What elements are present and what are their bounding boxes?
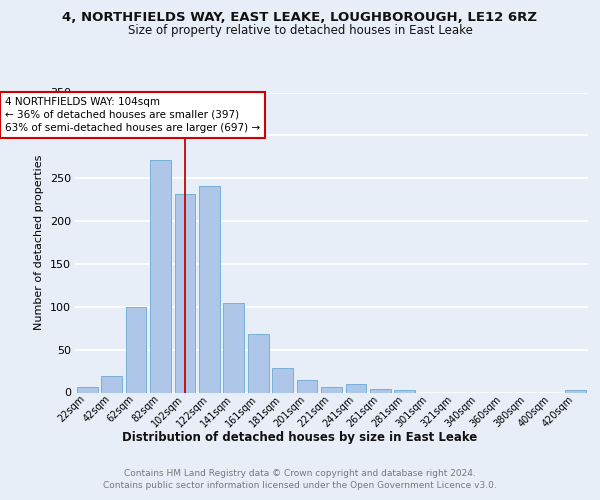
- Bar: [272, 368, 293, 392]
- Text: Distribution of detached houses by size in East Leake: Distribution of detached houses by size …: [122, 431, 478, 444]
- Text: Contains HM Land Registry data © Crown copyright and database right 2024.: Contains HM Land Registry data © Crown c…: [124, 470, 476, 478]
- Bar: [199, 186, 220, 392]
- Bar: [321, 386, 342, 392]
- Bar: [175, 194, 196, 392]
- Text: 4 NORTHFIELDS WAY: 104sqm
← 36% of detached houses are smaller (397)
63% of semi: 4 NORTHFIELDS WAY: 104sqm ← 36% of detac…: [5, 97, 260, 133]
- Text: Contains public sector information licensed under the Open Government Licence v3: Contains public sector information licen…: [103, 482, 497, 490]
- Bar: [346, 384, 367, 392]
- Bar: [296, 380, 317, 392]
- Bar: [223, 302, 244, 392]
- Text: Size of property relative to detached houses in East Leake: Size of property relative to detached ho…: [128, 24, 472, 37]
- Bar: [565, 390, 586, 392]
- Bar: [125, 307, 146, 392]
- Bar: [394, 390, 415, 392]
- Bar: [101, 376, 122, 392]
- Y-axis label: Number of detached properties: Number of detached properties: [34, 155, 44, 330]
- Bar: [150, 160, 171, 392]
- Bar: [370, 389, 391, 392]
- Bar: [77, 386, 98, 392]
- Bar: [248, 334, 269, 392]
- Text: 4, NORTHFIELDS WAY, EAST LEAKE, LOUGHBOROUGH, LE12 6RZ: 4, NORTHFIELDS WAY, EAST LEAKE, LOUGHBOR…: [62, 11, 538, 24]
